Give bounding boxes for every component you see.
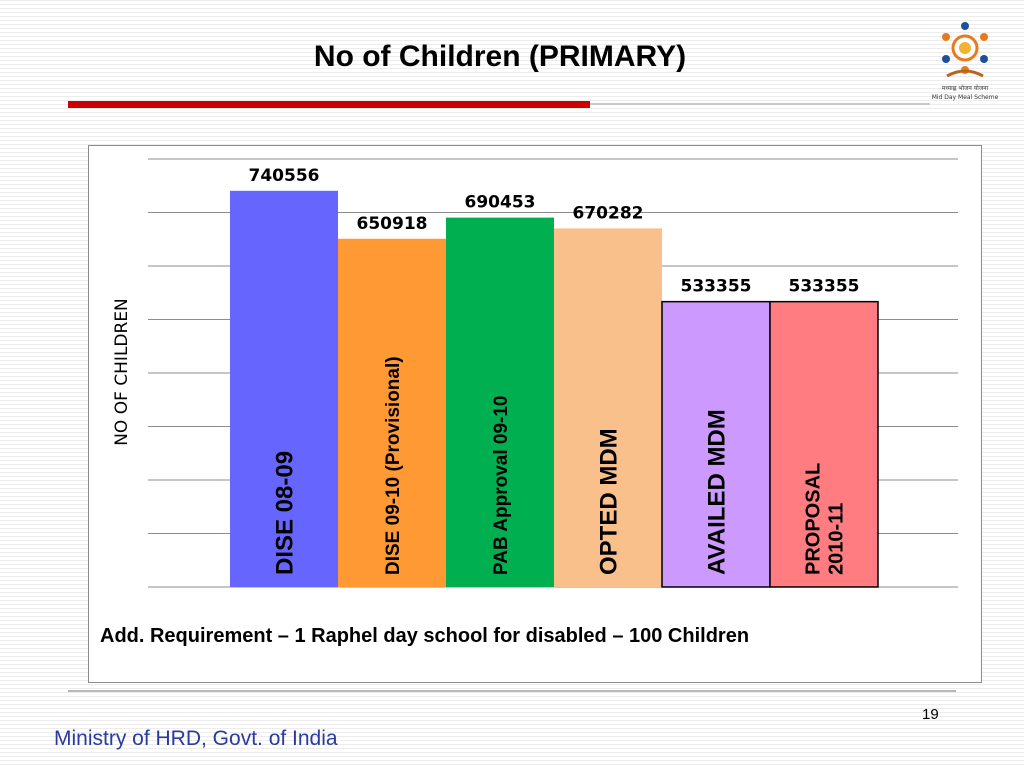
bar [769, 300, 879, 588]
data-label: 690453 [465, 193, 536, 213]
bar-label-text: OPTED MDM [596, 428, 623, 575]
footer-ministry: Ministry of HRD, Govt. of India [54, 727, 338, 750]
bar-label: DISE 08-09 [272, 451, 299, 575]
y-axis-label: NO OF CHILDREN [112, 298, 132, 446]
slide-title: No of Children (PRIMARY) [313, 40, 687, 73]
data-label: 533355 [789, 277, 860, 297]
bar [661, 300, 771, 588]
page-number: 19 [922, 706, 939, 723]
title-underline [68, 101, 590, 108]
bar [230, 190, 338, 587]
bar-label: OPTED MDM [596, 428, 623, 575]
bar [446, 217, 554, 587]
bar-label-text: AVAILED MDM [704, 409, 731, 575]
bar-label-text: 2010-11 [826, 503, 848, 575]
bar [554, 228, 662, 587]
footer-divider [68, 690, 956, 692]
bar-label-text: DISE 08-09 [272, 451, 299, 575]
bar-label: AVAILED MDM [704, 409, 731, 575]
bar-label-text: DISE 09-10 (Provisional) [383, 356, 404, 575]
logo-text-english: Mid Day Meal Scheme [932, 94, 999, 101]
bar-label: PAB Approval 09-10 [491, 396, 512, 576]
data-label: 533355 [681, 277, 752, 297]
footnote: Add. Requirement – 1 Raphel day school f… [100, 625, 750, 647]
bar-label: PROPOSAL 2010-11 [803, 463, 848, 575]
logo-text-hindi: मध्याह्न भोजन योजना [942, 84, 989, 92]
bar [338, 238, 446, 587]
data-label: 670282 [573, 203, 644, 223]
bar-label-text: PAB Approval 09-10 [491, 396, 512, 576]
mid-day-meal-scheme-logo: मध्याह्न भोजन योजना Mid Day Meal Scheme [932, 22, 999, 101]
bar-chart: 740556 DISE 08-09 650918 DISE 09-10 (Provis… [148, 158, 958, 588]
people-circle-icon [942, 22, 988, 78]
data-label: 740556 [249, 166, 320, 186]
bar-label-text: PROPOSAL [803, 463, 825, 575]
title-underline-extension [590, 103, 930, 105]
data-label: 650918 [357, 214, 428, 234]
bar-label: DISE 09-10 (Provisional) [383, 356, 404, 575]
